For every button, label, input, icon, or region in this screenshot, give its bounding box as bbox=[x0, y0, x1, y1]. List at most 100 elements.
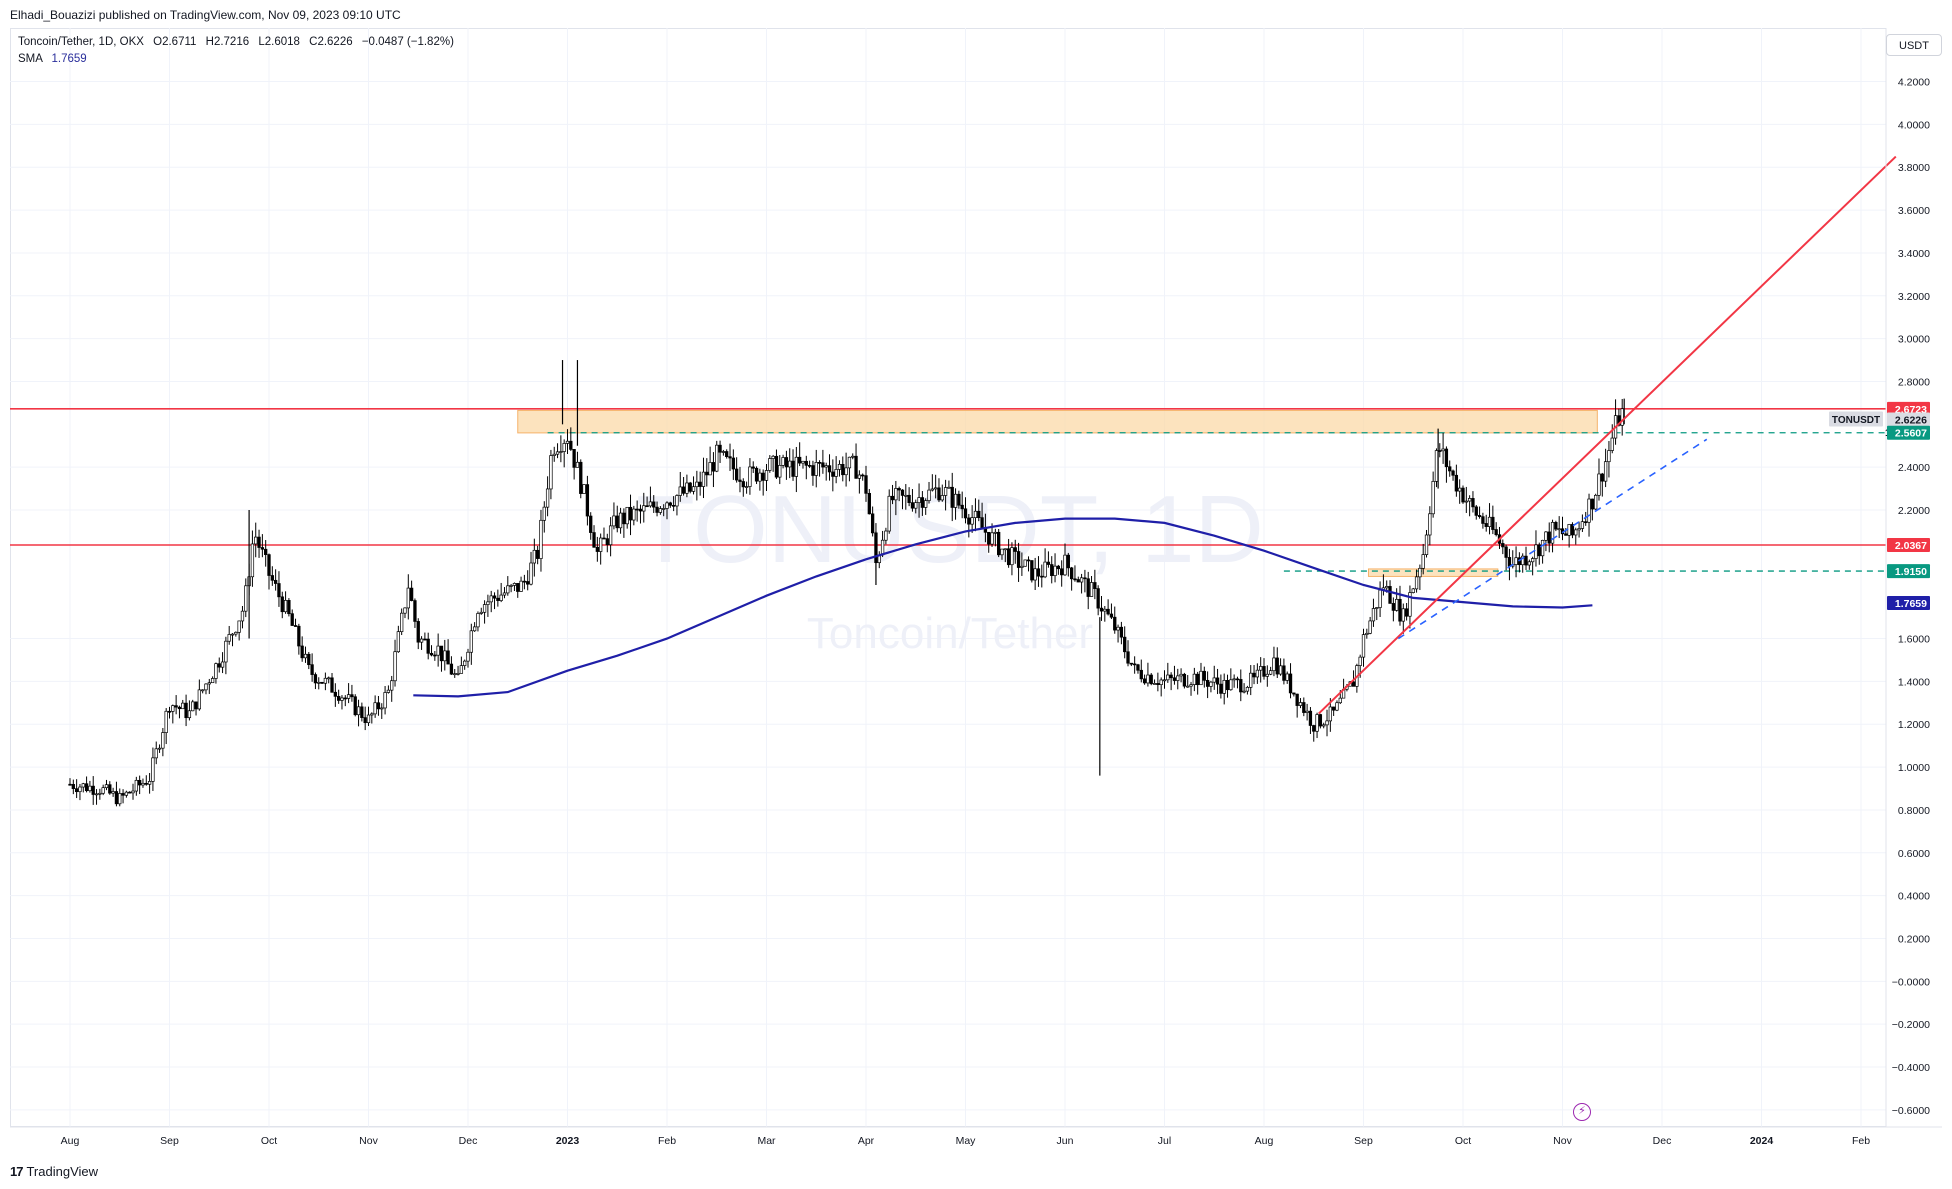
candle-body bbox=[406, 587, 410, 609]
candle-body bbox=[927, 489, 931, 501]
candle-body bbox=[230, 633, 235, 636]
currency-button[interactable]: USDT bbox=[1886, 34, 1942, 56]
candle-body bbox=[1438, 450, 1442, 452]
legend-sma-row[interactable]: SMA 1.7659 bbox=[18, 51, 454, 68]
candle-body bbox=[1219, 683, 1223, 694]
candle-body bbox=[157, 747, 162, 750]
candle-body bbox=[575, 461, 580, 468]
candle-body bbox=[854, 455, 858, 479]
candle-body bbox=[870, 513, 875, 534]
candle-body bbox=[1464, 500, 1468, 503]
candle-body bbox=[240, 610, 245, 622]
candle-body bbox=[1487, 516, 1492, 527]
candle-body bbox=[187, 710, 192, 719]
candle-body bbox=[419, 638, 424, 643]
candle-body bbox=[290, 613, 294, 626]
legend-ohlc-row: Toncoin/Tether, 1D, OKX O2.6711 H2.7216 … bbox=[18, 34, 454, 51]
candle-body bbox=[987, 531, 991, 545]
candle-body bbox=[930, 488, 934, 491]
candle-body bbox=[1587, 498, 1591, 523]
x-tick-label: Feb bbox=[658, 1135, 676, 1147]
candle-body bbox=[1298, 702, 1303, 706]
candle-body bbox=[1093, 582, 1097, 589]
candle-body bbox=[1282, 665, 1286, 681]
candle-body bbox=[439, 645, 444, 662]
publisher-header: Elhadi_Bouazizi published on TradingView… bbox=[10, 8, 401, 22]
candle-body bbox=[691, 486, 696, 492]
candle-body bbox=[1501, 543, 1505, 548]
candle-body bbox=[310, 664, 314, 675]
candle-body bbox=[1212, 677, 1216, 683]
candle-body bbox=[366, 714, 371, 724]
candle-body bbox=[337, 695, 341, 701]
candle-body bbox=[1142, 678, 1147, 684]
candle-body bbox=[519, 580, 523, 592]
candle-body bbox=[224, 640, 228, 663]
candle-body bbox=[151, 757, 155, 782]
candle-body bbox=[622, 512, 626, 525]
candle-body bbox=[197, 689, 202, 710]
candle-body bbox=[472, 626, 477, 632]
candle-body bbox=[522, 580, 527, 583]
candle-body bbox=[499, 594, 503, 601]
candle-body bbox=[1395, 598, 1399, 611]
candle-body bbox=[788, 460, 792, 468]
candle-body bbox=[98, 792, 102, 795]
candle-body bbox=[1159, 679, 1163, 686]
candle-body bbox=[1335, 702, 1339, 711]
candle-body bbox=[1225, 680, 1230, 691]
legend-open-label: O bbox=[153, 36, 163, 48]
candle-body bbox=[128, 791, 132, 794]
candle-body bbox=[1537, 544, 1541, 557]
y-tick-label: 4.2000 bbox=[1898, 77, 1930, 89]
candle-body bbox=[429, 652, 434, 656]
candle-body bbox=[456, 673, 460, 675]
candle-body bbox=[453, 673, 457, 676]
price-label-text: 1.9150 bbox=[1895, 566, 1927, 578]
candle-body bbox=[1272, 657, 1276, 672]
candle-body bbox=[280, 596, 284, 613]
candle-body bbox=[1083, 577, 1087, 580]
candle-body bbox=[1036, 568, 1041, 577]
y-tick-label: 0.6000 bbox=[1898, 848, 1930, 860]
candle-body bbox=[1467, 498, 1472, 502]
candle-body bbox=[950, 486, 954, 508]
candle-body bbox=[174, 705, 178, 708]
candle-body bbox=[81, 783, 85, 788]
candle-body bbox=[340, 697, 344, 701]
candle-body bbox=[665, 502, 669, 509]
candle-body bbox=[194, 701, 198, 710]
candle-body bbox=[867, 492, 871, 515]
candle-body bbox=[101, 787, 105, 794]
x-tick-label: Mar bbox=[757, 1135, 776, 1147]
y-tick-label: 3.8000 bbox=[1898, 162, 1930, 174]
candle-body bbox=[807, 464, 812, 467]
candle-body bbox=[642, 505, 646, 512]
x-tick-label: Dec bbox=[1653, 1135, 1672, 1147]
candle-body bbox=[1119, 626, 1124, 638]
candle-body bbox=[1026, 559, 1031, 562]
sma-curve bbox=[413, 517, 1593, 698]
legend-high-label: H bbox=[205, 36, 214, 48]
candle-body bbox=[685, 482, 689, 494]
candle-body bbox=[595, 546, 599, 552]
candle-body bbox=[910, 502, 915, 509]
candle-body bbox=[943, 487, 948, 496]
price-label-box bbox=[1887, 596, 1930, 611]
candle-body bbox=[118, 793, 122, 805]
time-axis: Aug Sep Oct Nov Dec 2023 Feb Mar Apr May Jun Jul Aug… bbox=[10, 1126, 1942, 1147]
candle-body bbox=[1182, 673, 1187, 687]
candle-body bbox=[1189, 684, 1193, 687]
legend-close: 2.6226 bbox=[317, 36, 353, 48]
candle-body bbox=[1056, 565, 1061, 570]
candle-body bbox=[1249, 672, 1253, 688]
candle-body bbox=[403, 607, 407, 614]
x-tick-label: 2024 bbox=[1750, 1135, 1774, 1147]
candle-body bbox=[1079, 577, 1084, 583]
candle-body bbox=[1524, 555, 1528, 566]
candle-body bbox=[1116, 626, 1120, 631]
candle-body bbox=[1331, 706, 1336, 711]
lightning-icon[interactable]: ⚡ bbox=[1573, 1103, 1591, 1121]
candle-body bbox=[837, 463, 842, 470]
